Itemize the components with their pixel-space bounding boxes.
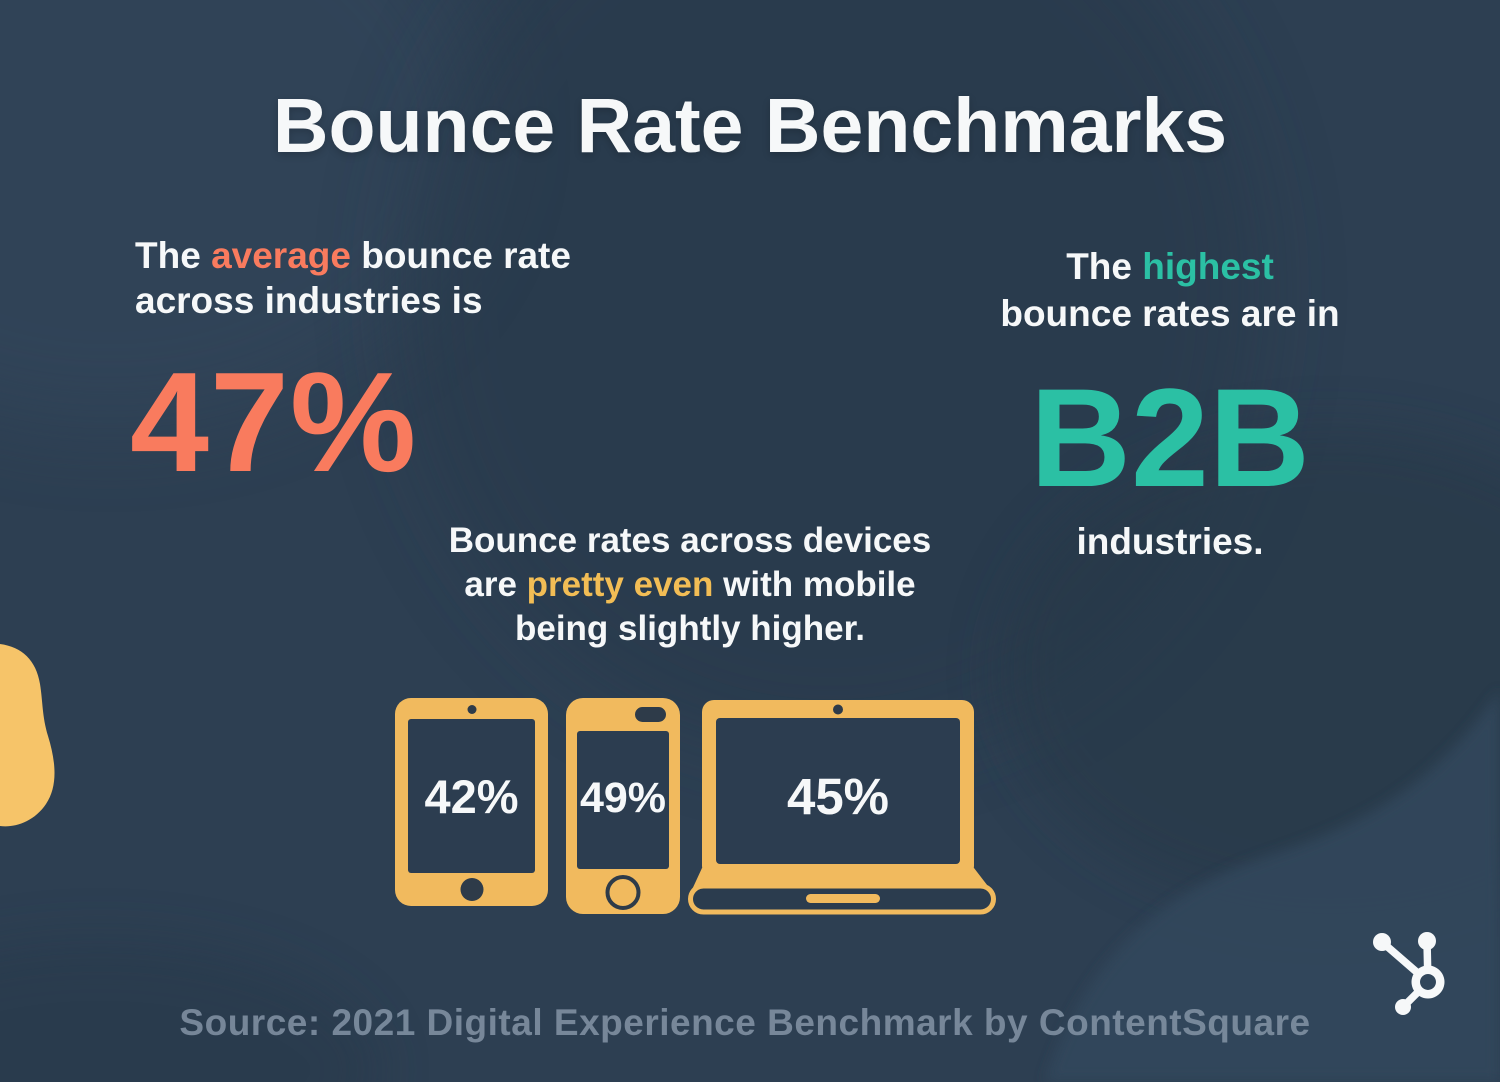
b2b-highlight: highest	[1142, 246, 1274, 287]
devices-note-line2: are pretty even with mobile	[415, 563, 965, 607]
average-line1-prefix: The	[135, 235, 212, 276]
tablet-bounce-rate: 42%	[424, 770, 519, 823]
sprocket-ring	[1411, 965, 1445, 999]
sprocket-node-left	[1373, 933, 1391, 951]
devices-note: Bounce rates across devices are pretty e…	[415, 519, 965, 651]
b2b-stat-line2: bounce rates are in	[1000, 293, 1340, 334]
devices-note-line2-suffix: with mobile	[713, 565, 916, 604]
b2b-line1-prefix: The	[1066, 246, 1143, 287]
b2b-value: B2B	[1029, 359, 1311, 516]
blob-dark-right	[1000, 430, 1500, 910]
average-bounce-rate-value: 47%	[130, 343, 418, 502]
average-line1-suffix: bounce rate	[350, 235, 571, 276]
b2b-caption: industries.	[1076, 521, 1264, 562]
sprocket-node-bottom	[1395, 999, 1411, 1015]
source-attribution: Source: 2021 Digital Experience Benchmar…	[179, 1002, 1311, 1043]
mobile-bounce-rate: 49%	[579, 774, 667, 822]
b2b-stat-text: The highest bounce rates are in	[950, 243, 1390, 337]
laptop-bounce-rate: 45%	[786, 768, 890, 825]
laptop-icon	[688, 700, 996, 915]
tablet-camera-dot	[467, 705, 476, 714]
laptop-trackpad-notch	[806, 894, 880, 903]
average-stat-line1: The average bounce rate	[135, 233, 571, 278]
phone-screen	[577, 731, 669, 869]
tablet-screen	[408, 719, 535, 873]
hubspot-logo-icon	[1373, 932, 1445, 1015]
blob-yellow-left	[0, 644, 55, 827]
blob-light-top-left	[0, 0, 490, 430]
tablet-home-button	[460, 878, 483, 901]
devices-note-line3: being slightly higher.	[514, 609, 866, 648]
phone-home-button	[605, 875, 641, 910]
b2b-stat-line1: The highest	[950, 243, 1390, 290]
average-stat-line2: across industries is	[135, 280, 483, 321]
blob-dark-bottom-left	[0, 940, 380, 1082]
page-title: Bounce Rate Benchmarks	[272, 83, 1228, 169]
tablet-icon	[395, 698, 548, 906]
devices-note-highlight: pretty even	[526, 565, 714, 604]
phone-speaker-camera	[635, 707, 666, 722]
laptop-screen	[716, 718, 960, 864]
laptop-camera-dot	[833, 704, 843, 715]
blob-light-bottom-right	[1045, 690, 1500, 1082]
mobile-phone-icon	[566, 698, 680, 914]
devices-note-line1: Bounce rates across devices	[448, 521, 932, 560]
average-stat-text: The average bounce rate across industrie…	[135, 233, 571, 323]
sprocket-node-top	[1418, 932, 1436, 950]
devices-note-line2-prefix: are	[464, 565, 527, 604]
average-highlight: average	[211, 235, 351, 276]
